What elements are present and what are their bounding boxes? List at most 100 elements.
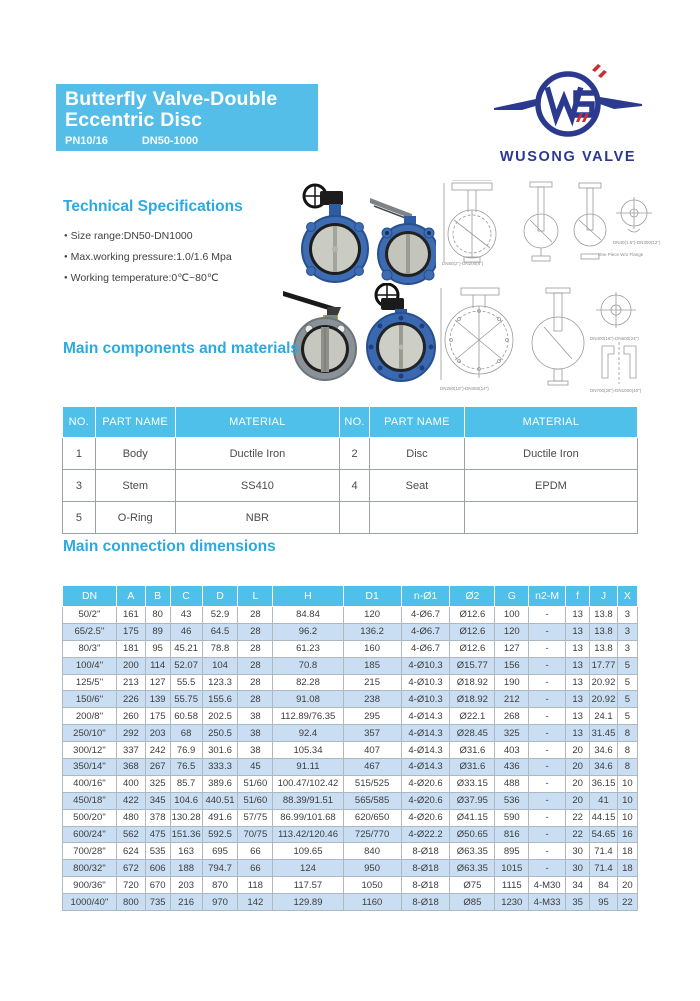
table-cell: 22 bbox=[565, 808, 591, 827]
table-cell: 139 bbox=[144, 690, 171, 709]
table-cell: 13.8 bbox=[589, 639, 618, 658]
table-cell: 38 bbox=[237, 707, 274, 726]
table-cell: 16 bbox=[616, 825, 639, 844]
table-cell: 84.84 bbox=[272, 606, 344, 624]
table-cell: 350/14'' bbox=[61, 758, 118, 776]
drawing-top-view-2 bbox=[596, 292, 636, 328]
header-row: NO. PART NAME MATERIAL NO. PART NAME MATERIAL bbox=[62, 406, 639, 438]
table-cell: 136.2 bbox=[342, 622, 402, 641]
table-cell: 200/8'' bbox=[61, 707, 118, 726]
table-cell: 45 bbox=[237, 758, 274, 776]
table-cell: 41 bbox=[589, 791, 618, 810]
table-cell: 100/4'' bbox=[61, 656, 118, 675]
drawing-caption: DN700(28")-DN1000(40") bbox=[590, 388, 642, 393]
table-cell: 5 bbox=[616, 656, 639, 675]
table-cell: Ø33.15 bbox=[449, 774, 496, 793]
table-cell: 38 bbox=[237, 741, 274, 760]
table-cell: - bbox=[528, 808, 567, 827]
table-cell: Ø22.1 bbox=[449, 707, 496, 726]
table-cell: 100.47/102.42 bbox=[272, 774, 344, 793]
table-cell: 672 bbox=[116, 859, 146, 878]
table-cell: 4-Ø20.6 bbox=[400, 808, 451, 827]
column-header: NO. bbox=[339, 406, 371, 438]
table-cell: 70/75 bbox=[237, 825, 274, 844]
table-cell: 57/75 bbox=[237, 808, 274, 827]
table-cell: - bbox=[528, 859, 567, 878]
table-row: 150/6'' 226 139 55.75 155.6 28 91.08 238 4-Ø10.3… bbox=[61, 690, 639, 709]
table-cell bbox=[369, 501, 465, 534]
column-header: n2-M bbox=[528, 585, 567, 607]
table-cell: - bbox=[528, 690, 567, 709]
table-cell: 1050 bbox=[342, 876, 402, 895]
table-cell: 112.89/76.35 bbox=[272, 707, 344, 726]
table-cell: 422 bbox=[116, 791, 146, 810]
column-header: PART NAME bbox=[369, 406, 465, 438]
drawing-caption: DN40(1.5")-DN300(12") bbox=[613, 240, 661, 245]
table-cell: 175 bbox=[116, 622, 146, 641]
table-cell: - bbox=[528, 656, 567, 675]
table-cell: 130.28 bbox=[169, 808, 203, 827]
table-cell: 46 bbox=[169, 622, 203, 641]
table-cell: 267 bbox=[144, 758, 171, 776]
table-cell: 592.5 bbox=[201, 825, 239, 844]
table-cell: 4-M33 bbox=[528, 893, 567, 912]
table-cell: 8 bbox=[616, 741, 639, 760]
table-cell: 68 bbox=[169, 724, 203, 743]
table-cell: Ø15.77 bbox=[449, 656, 496, 675]
table-cell: 1015 bbox=[494, 859, 530, 878]
table-cell: 22 bbox=[616, 893, 639, 912]
drawing-front-view-small bbox=[443, 180, 497, 263]
table-cell: 20.92 bbox=[589, 673, 618, 692]
table-cell: Seat bbox=[369, 469, 465, 502]
table-cell: 109.65 bbox=[272, 842, 344, 861]
table-cell: 10 bbox=[616, 808, 639, 827]
drawing-caption: One Piece W/o Flange bbox=[598, 252, 644, 257]
table-cell: 4-Ø10.3 bbox=[400, 656, 451, 675]
table-cell: 400/16'' bbox=[61, 774, 118, 793]
table-cell: 5 bbox=[616, 707, 639, 726]
table-cell: 816 bbox=[494, 825, 530, 844]
table-cell: - bbox=[528, 741, 567, 760]
table-cell: 203 bbox=[169, 876, 203, 895]
table-cell: 151.36 bbox=[169, 825, 203, 844]
table-cell: - bbox=[528, 842, 567, 861]
table-cell: 3 bbox=[616, 606, 639, 624]
table-cell: 600/24'' bbox=[61, 825, 118, 844]
table-cell: 188 bbox=[169, 859, 203, 878]
table-cell: 3 bbox=[62, 469, 96, 502]
column-header: MATERIAL bbox=[174, 406, 341, 438]
table-cell: 4-Ø14.3 bbox=[400, 741, 451, 760]
table-cell: Ø12.6 bbox=[449, 606, 496, 624]
table-cell: 292 bbox=[116, 724, 146, 743]
drawing-top-view-small bbox=[616, 197, 652, 233]
table-cell: 65/2.5'' bbox=[61, 622, 118, 641]
table-cell: 407 bbox=[342, 741, 402, 760]
column-header: A bbox=[116, 585, 146, 607]
table-cell: 488 bbox=[494, 774, 530, 793]
table-cell: Ø18.92 bbox=[449, 690, 496, 709]
spec-max-pressure: Max.working pressure:1.0/1.6 Mpa bbox=[64, 251, 232, 263]
spec-working-temperature: Working temperature:0℃~80℃ bbox=[64, 272, 232, 284]
table-cell: Ø12.6 bbox=[449, 639, 496, 658]
table-cell: 368 bbox=[116, 758, 146, 776]
table-cell: 185 bbox=[342, 656, 402, 675]
table-cell: 161 bbox=[116, 606, 146, 624]
table-cell: 71.4 bbox=[589, 859, 618, 878]
table-cell: 8-Ø18 bbox=[400, 859, 451, 878]
table-cell: 4-Ø14.3 bbox=[400, 724, 451, 743]
table-cell: 13 bbox=[565, 606, 591, 624]
table-cell: 500/20'' bbox=[61, 808, 118, 827]
table-cell: 17.77 bbox=[589, 656, 618, 675]
table-cell: 735 bbox=[144, 893, 171, 912]
table-cell: 123.3 bbox=[201, 673, 239, 692]
valve-photo-lever-wafer bbox=[370, 198, 436, 285]
table-cell: 295 bbox=[342, 707, 402, 726]
column-header: L bbox=[237, 585, 274, 607]
table-cell: 440.51 bbox=[201, 791, 239, 810]
table-cell: 10 bbox=[616, 791, 639, 810]
table-cell: 160 bbox=[342, 639, 402, 658]
table-row: 400/16'' 400 325 85.7 389.6 51/60 100.47/102.4… bbox=[61, 774, 639, 793]
table-cell: 450/18'' bbox=[61, 791, 118, 810]
table-cell: 51/60 bbox=[237, 774, 274, 793]
